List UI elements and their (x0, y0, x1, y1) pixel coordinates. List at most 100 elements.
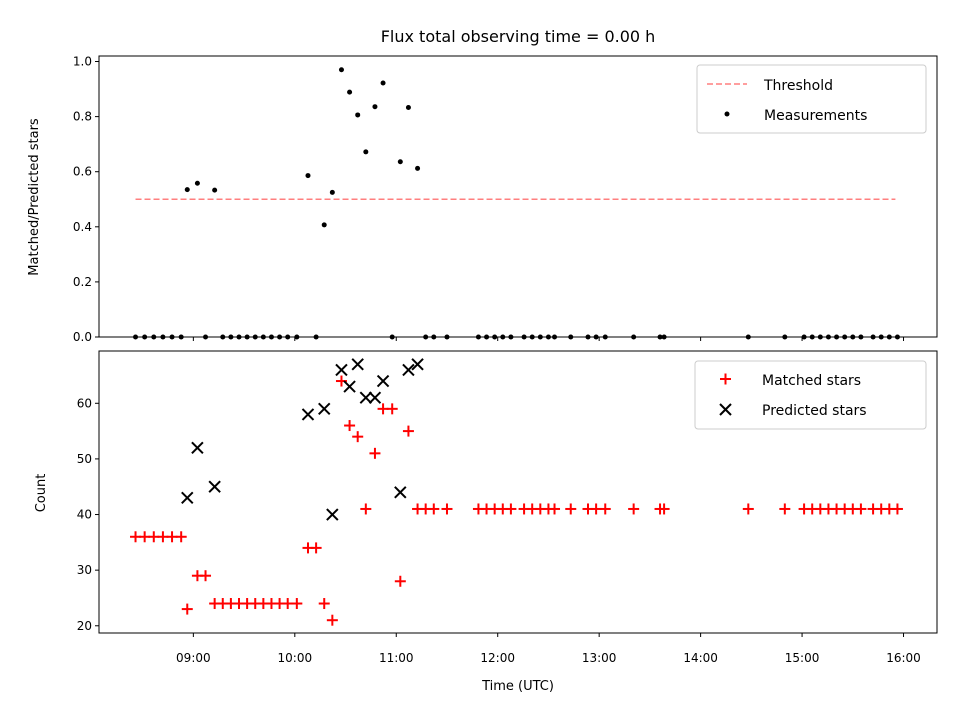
matched-star-marker (549, 503, 561, 515)
chart-title: Flux total observing time = 0.00 h (381, 27, 656, 46)
measurement-point (363, 149, 369, 155)
predicted-star-marker (326, 508, 339, 521)
matched-star-marker (779, 503, 791, 515)
matched-star-marker (175, 531, 187, 543)
matched-star-marker (360, 503, 372, 515)
bottom-x-tick-label: 11:00 (379, 651, 414, 665)
bottom-x-tick-label: 14:00 (683, 651, 718, 665)
measurement-point (372, 104, 378, 110)
bottom-x-tick-label: 15:00 (785, 651, 820, 665)
matched-star-marker (891, 503, 903, 515)
top-legend: Threshold Measurements (696, 64, 927, 134)
legend-predicted-label: Predicted stars (762, 403, 867, 419)
x-axis-label: Time (UTC) (481, 679, 554, 694)
predicted-star-marker (318, 402, 331, 416)
matched-star-marker (326, 614, 338, 626)
top-x-ticks (192, 337, 905, 341)
matched-star-marker (344, 420, 356, 432)
bottom-y-tick-label: 60 (77, 396, 92, 410)
measurement-point (380, 80, 386, 86)
top-y-tick-label: 0.4 (73, 220, 92, 234)
top-y-tick-label: 0.0 (73, 330, 92, 344)
bottom-y-tick-label: 30 (77, 563, 92, 577)
bottom-y-tick-label: 40 (77, 508, 92, 522)
measurement-point (329, 189, 335, 195)
measurement-point (321, 222, 327, 228)
legend-matched-swatch (720, 373, 731, 385)
bottom-x-ticks: 09:00 10:00 11:00 12:00 13:00 14:00 15:00 16:00 (176, 633, 921, 665)
predicted-star-marker (191, 441, 204, 454)
measurement-point (397, 159, 403, 165)
predicted-star-marker (343, 380, 356, 393)
predicted-star-marker (335, 363, 348, 377)
matched-star-marker (310, 542, 322, 554)
matched-stars-points (130, 375, 903, 626)
predicted-star-marker (411, 358, 424, 371)
measurement-point (194, 180, 200, 186)
bottom-x-tick-label: 13:00 (582, 651, 617, 665)
matched-star-marker (742, 503, 754, 515)
top-y-tick-label: 0.6 (73, 165, 92, 179)
matched-star-marker (394, 575, 406, 587)
bottom-x-tick-label: 16:00 (886, 651, 921, 665)
matched-star-marker (386, 403, 398, 415)
predicted-star-marker (368, 391, 382, 404)
bottom-legend: Matched stars Predicted stars (694, 360, 927, 430)
predicted-stars-points (181, 358, 424, 521)
bottom-y-tick-label: 20 (77, 619, 92, 633)
top-y-axis-label: Matched/Predicted stars (27, 118, 42, 276)
measurement-point (184, 187, 190, 193)
matched-star-marker (181, 603, 193, 615)
measurement-point (415, 165, 421, 171)
top-y-tick-label: 0.8 (73, 110, 92, 124)
top-legend-box (696, 64, 927, 134)
legend-measurements-label: Measurements (764, 108, 867, 124)
predicted-star-marker (402, 363, 415, 377)
predicted-star-marker (359, 391, 373, 404)
top-y-ticks: 0.0 0.2 0.4 0.6 0.8 1.0 (73, 55, 99, 344)
measurement-point (347, 89, 353, 95)
measurement-point (212, 187, 218, 193)
bottom-y-tick-label: 50 (77, 452, 92, 466)
top-axes-frame (98, 55, 938, 338)
predicted-star-marker (181, 491, 194, 505)
legend-threshold-label: Threshold (763, 78, 833, 94)
matched-star-marker (369, 447, 381, 459)
measurement-point (305, 173, 311, 179)
predicted-star-marker (351, 358, 364, 371)
legend-matched-label: Matched stars (762, 373, 861, 389)
matched-star-marker (505, 503, 517, 515)
measurement-point (355, 112, 361, 118)
top-y-tick-label: 1.0 (73, 55, 92, 69)
matched-star-marker (428, 503, 440, 515)
matched-star-marker (291, 598, 303, 610)
matched-star-marker (402, 425, 414, 437)
legend-predicted-swatch (719, 403, 732, 416)
bottom-x-tick-label: 09:00 (176, 651, 211, 665)
bottom-legend-box (694, 360, 927, 430)
bottom-panel: 20 30 40 50 60 09:00 10:00 11:00 12:00 13:00 14:0… (34, 350, 938, 694)
matched-star-marker (352, 431, 364, 443)
bottom-y-axis-label: Count (34, 474, 49, 513)
matched-star-marker (599, 503, 611, 515)
top-y-tick-label: 0.2 (73, 275, 92, 289)
predicted-star-marker (394, 486, 407, 499)
matched-star-marker (658, 503, 670, 515)
matched-star-marker (318, 598, 330, 610)
bottom-axes-frame (98, 350, 938, 634)
bottom-x-tick-label: 10:00 (278, 651, 313, 665)
matched-star-marker (855, 503, 867, 515)
predicted-star-marker (376, 374, 390, 388)
predicted-star-marker (208, 480, 221, 493)
measurement-point (338, 67, 344, 73)
matched-star-marker (441, 503, 453, 515)
bottom-x-tick-label: 12:00 (480, 651, 515, 665)
legend-measurements-swatch (724, 111, 730, 117)
top-panel: 0.0 0.2 0.4 0.6 0.8 1.0 Matched/Predicted sta… (27, 55, 938, 344)
matched-star-marker (200, 570, 212, 582)
measurement-point (405, 105, 411, 111)
predicted-star-marker (301, 408, 315, 421)
matched-star-marker (565, 503, 577, 515)
bottom-y-ticks: 20 30 40 50 60 (77, 396, 99, 633)
